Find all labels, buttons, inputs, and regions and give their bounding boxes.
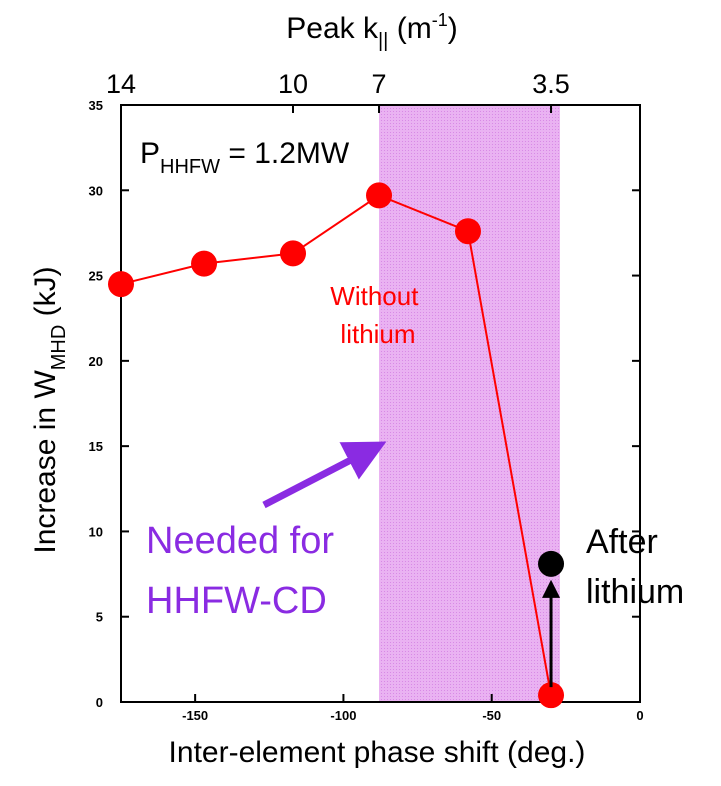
power-label: PHHFW = 1.2MW (140, 137, 350, 178)
y-tick-label: 10 (89, 524, 103, 539)
x-tick-label: -50 (482, 708, 501, 723)
y-tick-label: 30 (89, 183, 103, 198)
x-tick-label: 0 (636, 708, 643, 723)
needed-for-arrow (262, 441, 387, 509)
after-lithium-label: After lithium (586, 523, 684, 611)
data-point-after-lithium (538, 550, 565, 577)
data-point-without-lithium (191, 250, 218, 277)
data-point-without-lithium (538, 682, 565, 709)
x-axis-ticks: -150 -100 -50 0 (182, 694, 644, 723)
without-lithium-label: Without lithium (330, 281, 425, 349)
top-tick-label: 10 (278, 69, 308, 99)
top-axis-ticks: 14 10 7 3.5 (106, 69, 570, 113)
y-tick-label: 15 (89, 439, 103, 454)
y-tick-label: 0 (96, 695, 103, 710)
top-tick-label: 14 (106, 69, 136, 99)
data-point-without-lithium (366, 182, 393, 209)
x-tick-label: -100 (330, 708, 356, 723)
x-tick-label: -150 (182, 708, 208, 723)
data-point-without-lithium (280, 240, 307, 267)
y-axis-title: Increase in WMHD (kJ) (29, 266, 70, 553)
plot-frame (120, 104, 641, 703)
after-lithium-points (538, 550, 565, 577)
shaded-region (379, 105, 560, 702)
y-axis-ticks: 0 5 10 15 20 25 30 35 (89, 98, 640, 710)
data-point-without-lithium (108, 271, 134, 298)
top-axis-title: Peak k|| (m-1) (286, 10, 457, 52)
top-tick-label: 3.5 (532, 69, 570, 99)
series-points (108, 182, 565, 709)
series-line-without-lithium (120, 194, 553, 696)
y-tick-label: 35 (89, 98, 103, 113)
top-tick-label: 7 (372, 69, 387, 99)
needed-for-label: Needed for HHFW-CD (146, 520, 345, 622)
y-tick-label: 5 (96, 610, 103, 625)
data-point-without-lithium (454, 218, 481, 245)
y-tick-label: 25 (89, 269, 103, 284)
x-axis-title: Inter-element phase shift (deg.) (169, 736, 586, 769)
y-tick-label: 20 (89, 354, 103, 369)
